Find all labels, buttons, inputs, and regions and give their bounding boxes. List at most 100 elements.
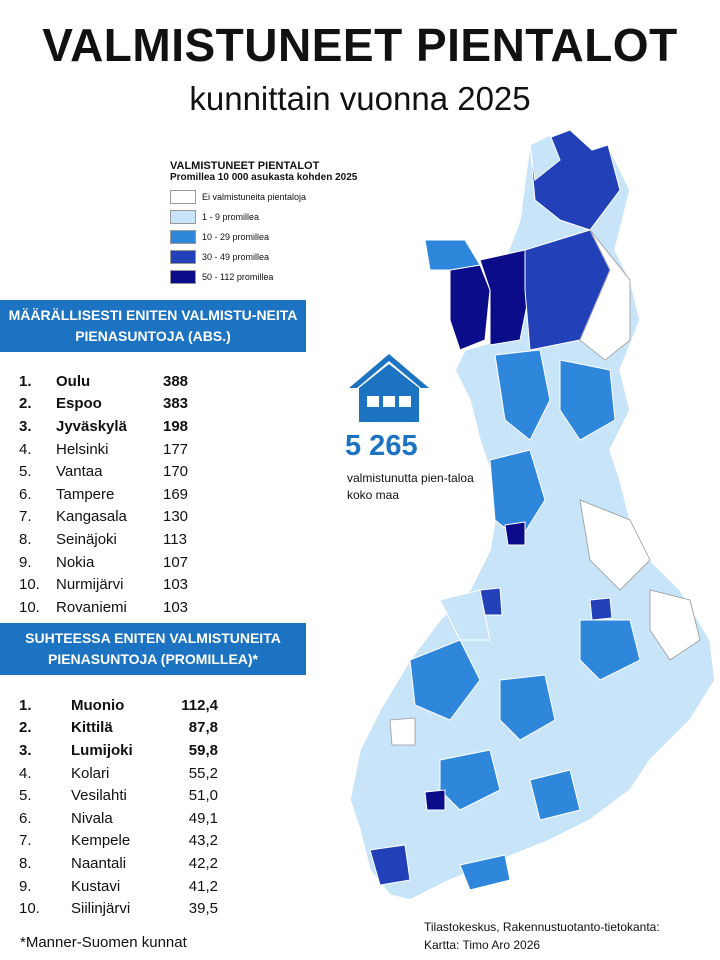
map-region-lahti — [529, 769, 581, 821]
rank-number: 2. — [19, 719, 32, 737]
legend-swatch — [170, 270, 196, 284]
municipality-name: Vesilahti — [71, 787, 127, 805]
legend-item: Ei valmistuneita pientaloja — [170, 187, 400, 207]
ranking-value: 113 — [163, 530, 187, 548]
absolute-ranking-list: 1. Oulu 388 2. Espoo 383 3. Jyväskylä 198 4. Helsi… — [19, 370, 188, 619]
total-value: 5 265 — [345, 430, 418, 462]
absolute-ranking-heading: MÄÄRÄLLISESTI ENITEN VALMISTU-NEITA PIEN… — [0, 300, 306, 352]
rank-number: 10. — [19, 900, 40, 918]
ranking-value: 170 — [163, 463, 189, 481]
ranking-value: 112,4 — [181, 696, 218, 714]
ranking-value: 43,2 — [188, 832, 218, 850]
ranking-value: 39,5 — [188, 900, 218, 918]
map-region-turku — [369, 844, 411, 886]
total-description: valmistunutta pien-taloa koko maa — [347, 471, 474, 502]
map-region-tampere — [439, 749, 501, 811]
ranking-row: 3. Jyväskylä 198 — [19, 415, 188, 438]
map-region-white-east — [649, 589, 701, 661]
ranking-row: 5. Vesilahti 51,0 — [19, 784, 218, 807]
legend-title: VALMISTUNEET PIENTALOT — [170, 160, 320, 172]
municipality-name: Muonio — [71, 696, 125, 714]
municipality-name: Kustavi — [71, 877, 121, 895]
rank-number: 10. — [19, 598, 40, 616]
ranking-value: 41,2 — [188, 877, 218, 895]
ranking-value: 177 — [163, 440, 189, 458]
legend-item: 1 - 9 promillea — [170, 207, 400, 227]
legend-swatch — [170, 250, 196, 264]
finland-map — [349, 129, 716, 901]
map-region-east-lapland — [579, 229, 631, 361]
municipality-name: Vantaa — [56, 463, 103, 481]
map-region-seinajoki — [439, 589, 491, 641]
ranking-row: 1. Muonio 112,4 — [19, 694, 218, 717]
map-region-west-lapland — [424, 239, 481, 271]
rank-number: 7. — [19, 832, 32, 850]
map-region-kainuu — [579, 499, 651, 591]
municipality-name: Tampere — [56, 485, 115, 503]
ranking-value: 55,2 — [188, 764, 218, 782]
rank-number: 3. — [19, 741, 32, 759]
ranking-value: 59,8 — [188, 741, 218, 759]
ranking-value: 51,0 — [188, 787, 218, 805]
rank-number: 5. — [19, 787, 32, 805]
rank-number: 9. — [19, 877, 32, 895]
ranking-row: 5. Vantaa 170 — [19, 460, 188, 483]
ranking-row: 4. Kolari 55,2 — [19, 762, 218, 785]
ranking-row: 6. Tampere 169 — [19, 483, 188, 506]
municipality-name: Naantali — [71, 854, 127, 872]
rank-number: 1. — [19, 372, 32, 390]
map-region-kemijarvi — [559, 359, 616, 441]
municipality-name: Helsinki — [56, 440, 109, 458]
municipality-name: Nurmijärvi — [56, 576, 124, 594]
ranking-value: 130 — [163, 508, 189, 526]
municipality-name: Kolari — [71, 764, 110, 782]
municipality-name: Rovaniemi — [56, 598, 127, 616]
ranking-row: 7. Kangasala 130 — [19, 506, 188, 529]
legend-swatch — [170, 210, 196, 224]
ranking-value: 169 — [163, 485, 189, 503]
rank-number: 4. — [19, 440, 32, 458]
municipality-name: Siilinjärvi — [71, 900, 131, 918]
municipality-name: Espoo — [56, 395, 102, 413]
rank-number: 3. — [19, 417, 32, 435]
map-region-kuopio — [579, 619, 641, 681]
municipality-name: Lumijoki — [71, 741, 133, 759]
map-region-vesilahti — [424, 789, 446, 811]
ranking-row: 9. Nokia 107 — [19, 551, 188, 574]
ranking-row: 10. Rovaniemi 103 — [19, 596, 188, 619]
municipality-name: Kempele — [71, 832, 131, 850]
map-region-ostrobothnia — [409, 639, 481, 721]
ranking-row: 9. Kustavi 41,2 — [19, 875, 218, 898]
municipality-name: Kittilä — [71, 719, 113, 737]
ranking-row: 8. Naantali 42,2 — [19, 852, 218, 875]
footnote: *Manner-Suomen kunnat — [20, 934, 187, 951]
rank-number: 10. — [19, 576, 40, 594]
map-region-oulu — [489, 449, 546, 541]
rank-number: 6. — [19, 485, 32, 503]
house-icon — [349, 354, 429, 422]
ranking-value: 107 — [163, 553, 189, 571]
rank-number: 1. — [19, 696, 32, 714]
map-region-siilinjarvi — [589, 597, 613, 621]
municipality-name: Nokia — [56, 553, 95, 571]
ranking-row: 3. Lumijoki 59,8 — [19, 739, 218, 762]
map-region-helsinki — [459, 854, 511, 891]
ranking-value: 103 — [163, 576, 189, 594]
municipality-name: Kangasala — [56, 508, 127, 526]
municipality-name: Oulu — [56, 372, 91, 390]
municipality-name: Nivala — [71, 809, 113, 827]
source-line: Tilastokeskus, Rakennustuotanto-tietokan… — [424, 920, 660, 934]
rank-number: 4. — [19, 764, 32, 782]
legend-item: 30 - 49 promillea — [170, 247, 400, 267]
legend-item: 50 - 112 promillea — [170, 267, 400, 287]
municipality-name: Jyväskylä — [56, 417, 127, 435]
ranking-value: 49,1 — [188, 809, 218, 827]
rank-number: 5. — [19, 463, 32, 481]
ranking-value: 42,2 — [188, 854, 218, 872]
ranking-value: 198 — [163, 417, 189, 435]
ranking-row: 10. Siilinjärvi 39,5 — [19, 897, 218, 920]
ranking-row: 8. Seinäjoki 113 — [19, 528, 188, 551]
rank-number: 7. — [19, 508, 32, 526]
page-title: VALMISTUNEET PIENTALOT — [42, 19, 678, 71]
source-line: Kartta: Timo Aro 2026 — [424, 938, 541, 952]
